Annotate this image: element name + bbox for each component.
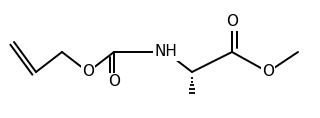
Text: O: O xyxy=(82,65,94,80)
Text: O: O xyxy=(108,74,120,89)
Text: O: O xyxy=(226,15,238,30)
Text: O: O xyxy=(262,65,274,80)
Text: NH: NH xyxy=(155,44,177,59)
